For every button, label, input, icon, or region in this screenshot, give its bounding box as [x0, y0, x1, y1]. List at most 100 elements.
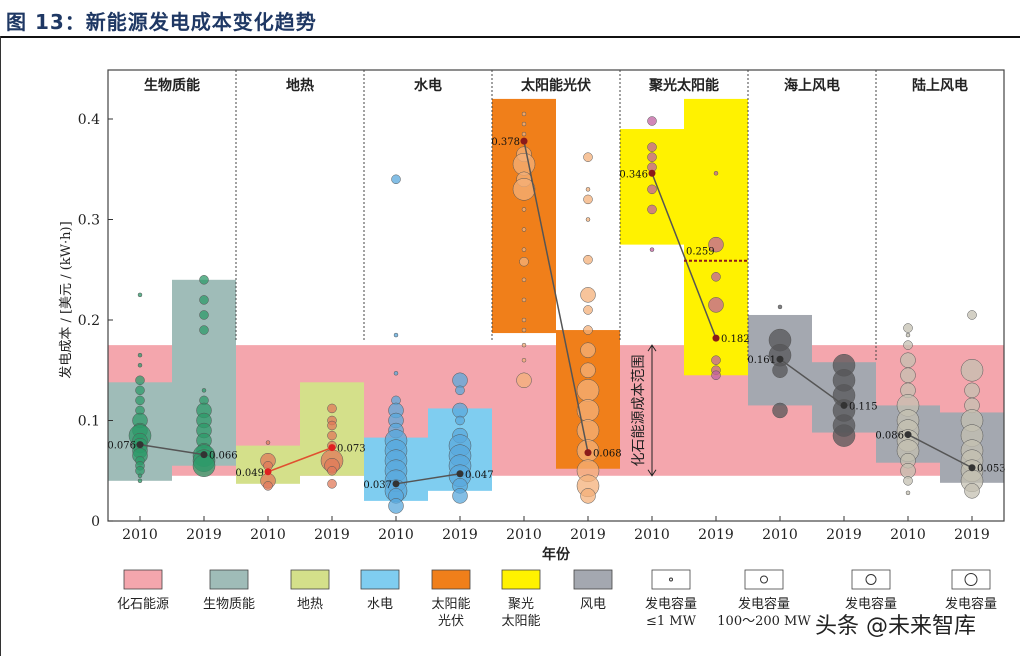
data-bubble — [452, 372, 468, 389]
data-bubble — [964, 382, 980, 399]
legend-swatch — [851, 569, 891, 590]
data-bubble — [647, 204, 657, 215]
data-bubble — [583, 325, 593, 335]
data-bubble — [967, 310, 977, 320]
legend-label: 风电 — [579, 597, 606, 612]
median-label: 0.047 — [465, 470, 494, 481]
data-bubble — [455, 415, 465, 426]
fossil-range-annotation: 化石能源成本范围 — [630, 354, 647, 466]
median-point — [648, 169, 656, 177]
median-label: 0.049 — [235, 468, 264, 479]
legend-swatch — [951, 569, 991, 590]
y-tick-label: 0.4 — [78, 112, 100, 128]
legend-label: 发电容量 — [844, 597, 897, 612]
legend-label: 发电容量 100～200 MW — [717, 597, 811, 629]
x-tick-label: 2010 — [122, 527, 158, 543]
arrow-head-up-icon — [647, 344, 657, 352]
data-bubble — [580, 287, 596, 303]
legend-label: 地热 — [296, 597, 323, 612]
data-bubble — [137, 292, 143, 298]
legend-label: 生物质能 — [202, 597, 255, 612]
median-point — [200, 451, 208, 459]
data-bubble — [137, 352, 143, 358]
data-bubble — [585, 187, 591, 192]
data-bubble — [199, 325, 209, 335]
data-bubble — [777, 304, 783, 310]
x-tick-label: 2010 — [250, 527, 286, 543]
data-bubble — [521, 131, 527, 137]
x-tick-label: 2019 — [186, 527, 222, 543]
data-bubble — [580, 488, 596, 504]
data-bubble — [772, 402, 788, 419]
legend-swatch — [123, 569, 163, 590]
data-bubble — [199, 310, 209, 320]
data-bubble — [772, 362, 788, 378]
median-trend-line — [907, 433, 973, 469]
title-rule — [0, 36, 1020, 38]
data-bubble — [137, 473, 143, 479]
legend-label: 聚光 太阳能 — [501, 597, 541, 629]
panel-title: 海上风电 — [784, 77, 840, 94]
panel-title: 水电 — [414, 77, 442, 94]
median-trend-line — [395, 473, 461, 485]
data-bubble — [199, 295, 209, 305]
legend-swatch — [744, 569, 784, 590]
median-point — [392, 480, 400, 488]
median-point — [776, 355, 784, 363]
median-trend-line — [139, 443, 205, 456]
median-point — [904, 431, 912, 439]
data-bubble — [900, 352, 916, 368]
data-bubble — [455, 385, 465, 396]
y-tick-label: 0 — [91, 514, 100, 530]
median-trend-line — [267, 446, 333, 473]
legend-item — [501, 569, 541, 590]
data-bubble — [713, 171, 719, 176]
data-bubble — [201, 388, 207, 393]
data-bubble — [452, 488, 468, 504]
data-bubble — [327, 430, 337, 441]
median-label: 0.037 — [363, 480, 392, 491]
median-label: 0.086 — [875, 431, 904, 442]
data-bubble — [135, 375, 145, 386]
median-point — [328, 444, 336, 452]
y-tick-label: 0.2 — [78, 313, 100, 329]
data-bubble — [393, 371, 399, 376]
data-bubble — [521, 277, 527, 283]
median-point — [968, 464, 976, 472]
data-bubble — [452, 402, 468, 419]
data-bubble — [900, 367, 916, 384]
legend-item — [431, 569, 471, 590]
data-bubble — [137, 362, 143, 368]
x-tick-label: 2010 — [890, 527, 926, 543]
data-bubble — [711, 370, 721, 381]
legend-item — [360, 569, 400, 590]
data-bubble — [135, 385, 145, 396]
data-bubble — [521, 227, 527, 232]
legend-swatch — [501, 569, 541, 590]
data-bubble — [585, 217, 591, 222]
median-label: 0.053 — [977, 464, 1006, 475]
legend-item — [573, 569, 613, 590]
data-bubble — [135, 395, 145, 406]
data-bubble — [521, 357, 527, 363]
data-bubble — [327, 466, 337, 476]
panel-title: 太阳能光伏 — [521, 77, 591, 94]
data-bubble — [521, 207, 527, 212]
median-label: 0.068 — [593, 449, 622, 460]
data-bubble — [960, 359, 984, 382]
legend-item — [290, 569, 330, 590]
legend-item — [123, 569, 163, 590]
legend-swatch — [431, 569, 471, 590]
median-trend-line — [523, 140, 589, 453]
legend-bubble-icon — [865, 574, 877, 585]
data-bubble — [583, 305, 593, 315]
legend-item — [744, 569, 784, 590]
median-label: 0.073 — [337, 444, 366, 455]
legend-label: 发电容量 — [944, 597, 997, 612]
legend-item — [951, 569, 991, 590]
median-trend-line — [779, 358, 845, 407]
data-bubble — [903, 476, 913, 486]
legend-bubble-icon — [760, 575, 768, 584]
legend-label: 化石能源 — [116, 597, 169, 612]
